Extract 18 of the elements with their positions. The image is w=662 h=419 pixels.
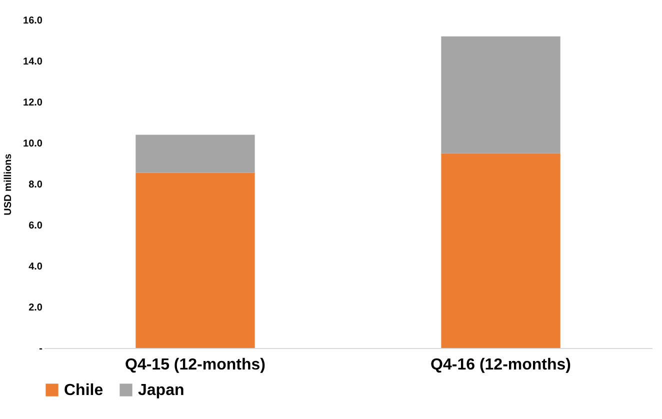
- y-tick-label: 4.0: [28, 262, 43, 272]
- y-tick-label: 8.0: [28, 180, 43, 190]
- y-tick-label: 2.0: [28, 302, 43, 314]
- bar: [136, 172, 255, 348]
- x-tick-label: Q4-15 (12-months): [125, 356, 266, 374]
- legend-label: Japan: [138, 382, 184, 399]
- bar: [136, 134, 255, 173]
- bar: [441, 153, 560, 348]
- bar: [441, 36, 560, 154]
- legend-label: Chile: [64, 382, 104, 399]
- y-tick-label: 14.0: [23, 56, 43, 68]
- y-tick-label: 10.0: [23, 138, 43, 150]
- y-axis-title: USD millions: [3, 153, 14, 216]
- y-tick-label: 6.0: [28, 220, 43, 232]
- x-tick-label: Q4-16 (12-months): [430, 356, 571, 374]
- y-tick-label: 12.0: [23, 98, 43, 108]
- y-tick-label: -: [39, 344, 42, 354]
- y-tick-label: 16.0: [23, 16, 43, 26]
